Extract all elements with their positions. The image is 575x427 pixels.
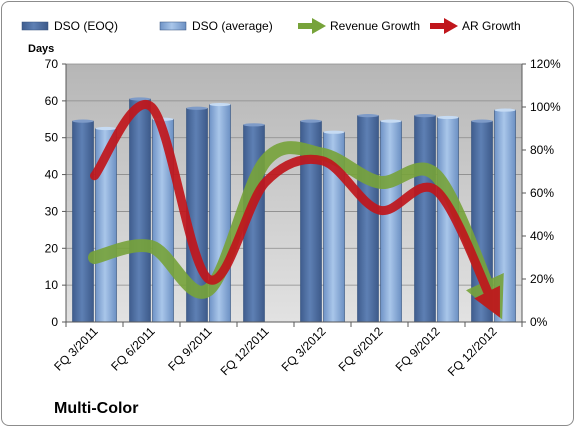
legend-swatch	[21, 21, 49, 31]
y-right-tick-label: 60%	[530, 186, 554, 200]
bar-top	[437, 115, 459, 120]
y-left-tick-label: 50	[45, 131, 59, 145]
legend: DSO (EOQ) DSO (average) Revenue Growth AR G…	[21, 18, 521, 34]
x-tick-label: FQ 6/2011	[108, 324, 158, 374]
x-tick-label: FQ 9/2012	[393, 324, 443, 374]
legend-arrow-head	[444, 18, 458, 34]
legend-revenue-growth: Revenue Growth	[298, 18, 420, 34]
ar-growth-line	[90, 99, 500, 318]
x-tick-label: FQ 9/2011	[165, 324, 215, 374]
y-right-tick-label: 120%	[530, 57, 561, 71]
x-tick-label: FQ 12/2011	[218, 324, 272, 378]
bar-dso-eoq	[414, 115, 436, 323]
bar-top	[209, 102, 231, 107]
bar-top	[494, 108, 516, 112]
bar-top	[243, 123, 265, 127]
growth-lines	[88, 99, 504, 320]
y-left-tick-label: 40	[45, 168, 59, 182]
bar-dso-eoq	[129, 98, 151, 323]
legend-dso-eoq: DSO (EOQ)	[21, 19, 118, 33]
x-tick-label: FQ 12/2012	[445, 324, 500, 379]
bar-top	[186, 106, 208, 110]
bar-top	[95, 126, 117, 131]
bar-top	[72, 119, 94, 123]
y-left-tick-label: 60	[45, 94, 59, 108]
revenue-growth-line	[88, 141, 504, 320]
y-left-tick-label: 10	[45, 278, 59, 292]
y-left-tick-label: 0	[51, 315, 58, 329]
legend-label: DSO (EOQ)	[54, 19, 118, 33]
x-tick-label: FQ 3/2011	[51, 324, 101, 374]
y-right-tick-label: 100%	[530, 100, 561, 114]
bar-dso-eoq	[357, 115, 379, 323]
bar-top	[357, 114, 379, 118]
bar-top	[471, 119, 493, 123]
bar-top	[129, 97, 151, 101]
bar-dso-eoq	[72, 120, 94, 323]
y-right-tick-label: 80%	[530, 143, 554, 157]
bar-top	[323, 130, 345, 134]
legend-label: AR Growth	[462, 19, 521, 33]
legend-swatch	[159, 21, 187, 31]
bar-top	[300, 119, 322, 123]
company-label: Multi-Color	[54, 400, 139, 417]
legend-dso-average: DSO (average)	[159, 19, 273, 33]
y-axis-right-ticks: 0% 20% 40% 60% 80% 100% 120%	[522, 57, 561, 329]
legend-ar-growth: AR Growth	[430, 18, 521, 34]
bar-dso-average	[494, 109, 516, 323]
y-right-tick-label: 0%	[530, 315, 548, 329]
y-axis-left-label: Days	[28, 43, 54, 55]
x-tick-label: FQ 3/2012	[279, 324, 329, 374]
legend-arrow-head	[312, 18, 326, 34]
y-left-tick-label: 30	[45, 204, 59, 218]
legend-label: DSO (average)	[192, 19, 273, 33]
y-left-tick-label: 20	[45, 241, 59, 255]
y-right-tick-label: 20%	[530, 272, 554, 286]
y-right-tick-label: 40%	[530, 229, 554, 243]
y-axis-left-ticks: 0 10 20 30 40 50 60 70	[45, 57, 66, 329]
legend-label: Revenue Growth	[330, 19, 420, 33]
x-tick-label: FQ 6/2012	[336, 324, 386, 374]
bar-top	[380, 119, 402, 123]
bar-top	[414, 114, 436, 118]
bar-dso-average	[380, 120, 402, 323]
y-left-tick-label: 70	[45, 57, 59, 71]
x-axis-ticks: FQ 3/2011 FQ 6/2011 FQ 9/2011 FQ 12/2011 FQ …	[51, 324, 500, 379]
